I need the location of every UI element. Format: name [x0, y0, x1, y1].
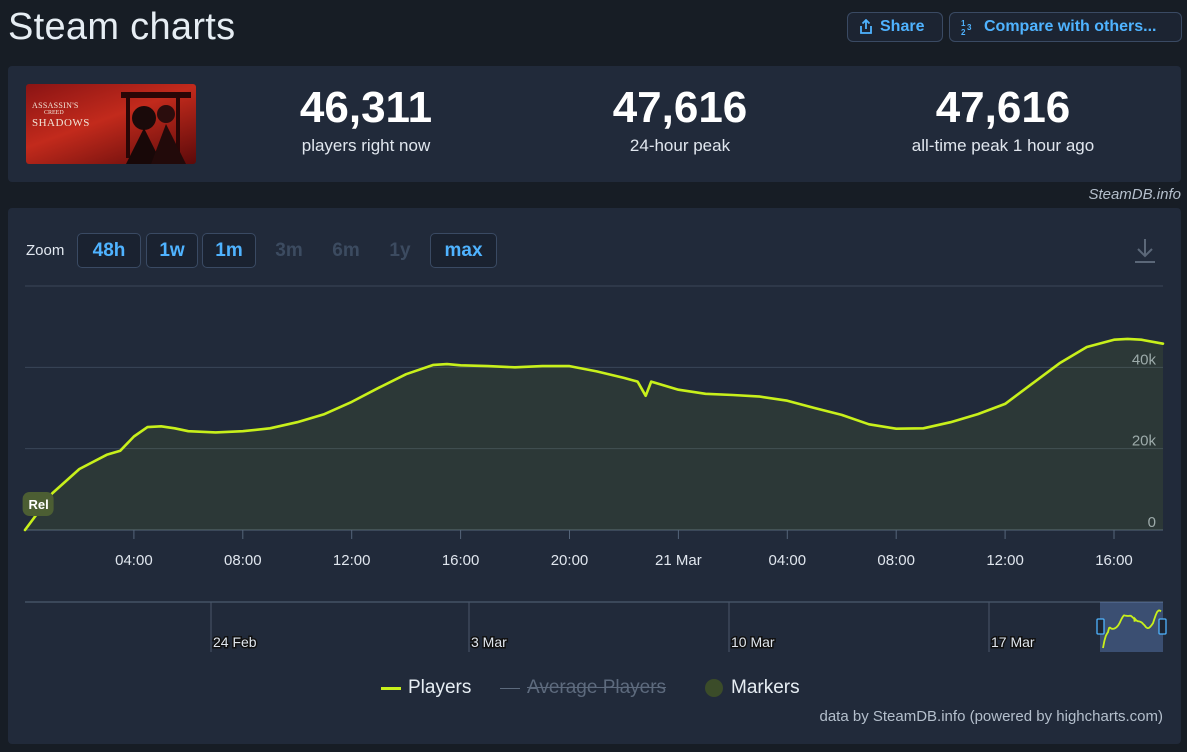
navigator-series-line [1102, 609, 1162, 649]
stats-panel: ASSASSIN'S CREED SHADOWS 46,311 players … [8, 66, 1181, 182]
navigator-label: 17 Mar [991, 634, 1035, 650]
stat-24h-peak: 47,616 24-hour peak [530, 83, 830, 156]
x-tick-label: 16:00 [442, 552, 480, 569]
player-count-chart[interactable]: 0 20k 40k 04:00 08:00 12:00 16:00 20:00 21 Mar 04… [8, 208, 1181, 668]
svg-text:2: 2 [961, 28, 966, 36]
stat-label: 24-hour peak [629, 136, 731, 156]
stat-all-time-peak: 47,616 all-time peak 1 hour ago [853, 83, 1153, 156]
navigator-label: 24 Feb [213, 634, 257, 650]
x-tick-label: 12:00 [333, 552, 371, 569]
chart-footer-credit[interactable]: data by SteamDB.info (powered by highcha… [819, 708, 1164, 725]
legend-label: Average Players [527, 677, 667, 698]
zoom-max-button[interactable]: max [430, 233, 497, 268]
stat-value: 46,311 [299, 83, 433, 132]
players-area [25, 338, 1163, 530]
average-legend-line [500, 687, 520, 689]
stat-value: 47,616 [612, 83, 748, 132]
x-tick-label: 08:00 [877, 552, 915, 569]
navigator-right-handle [1158, 618, 1167, 635]
x-tick-label: 04:00 [769, 552, 807, 569]
markers-legend-dot [705, 679, 723, 697]
navigator-label: 10 Mar [731, 634, 775, 650]
zoom-3m-button[interactable]: 3m [275, 239, 303, 261]
download-icon[interactable] [1132, 236, 1158, 266]
legend-average-players[interactable]: Average Players [500, 676, 666, 700]
zoom-1y-button[interactable]: 1y [389, 239, 411, 261]
zoom-48h-button[interactable]: 48h [77, 233, 141, 268]
cover-art [121, 92, 191, 164]
share-label: Share [880, 18, 925, 35]
legend-players[interactable]: Players [381, 676, 471, 700]
stat-value: 47,616 [935, 83, 1071, 132]
navigator-label: 3 Mar [471, 634, 507, 650]
stat-label: players right now [301, 136, 431, 156]
compare-icon: 1 3 2 [961, 19, 972, 36]
cover-logo: ASSASSIN'S CREED SHADOWS [32, 101, 90, 129]
chart-panel: Zoom 48h 1w 1m 3m 6m 1y max 0 20k 40k 04:00… [8, 208, 1181, 744]
page-title: Steam charts [8, 6, 236, 48]
zoom-1m-button[interactable]: 1m [202, 233, 256, 268]
x-tick-label: 04:00 [115, 552, 153, 569]
zoom-1w-button[interactable]: 1w [146, 233, 198, 268]
navigator-left-handle [1096, 618, 1105, 635]
players-line [23, 337, 1165, 532]
steamdb-credit[interactable]: SteamDB.info [1088, 186, 1181, 203]
zoom-6m-button[interactable]: 6m [332, 239, 360, 261]
x-tick-label: 12:00 [986, 552, 1024, 569]
x-tick-label: 20:00 [551, 552, 589, 569]
x-tick-label: 16:00 [1095, 552, 1133, 569]
y-tick-label: 40k [1132, 351, 1157, 368]
share-button[interactable]: Share [847, 12, 943, 42]
share-icon [860, 19, 872, 34]
stat-label: all-time peak 1 hour ago [911, 136, 1095, 156]
y-tick-label: 0 [1148, 514, 1156, 531]
players-legend-line [381, 686, 401, 690]
compare-label: Compare with others... [984, 18, 1157, 35]
zoom-label: Zoom [26, 242, 65, 259]
svg-text:1: 1 [961, 19, 966, 28]
game-cover-image[interactable]: ASSASSIN'S CREED SHADOWS [26, 84, 196, 164]
legend-label: Markers [731, 677, 800, 698]
compare-button[interactable]: 1 3 2 Compare with others... [949, 12, 1182, 42]
x-tick-label: 08:00 [224, 552, 262, 569]
legend-label: Players [408, 677, 472, 698]
y-tick-label: 20k [1132, 433, 1157, 450]
x-tick-label: 21 Mar [655, 552, 702, 569]
legend-markers[interactable]: Markers [705, 676, 800, 700]
release-marker [22, 492, 54, 516]
svg-text:3: 3 [967, 23, 972, 32]
stat-current-players: 46,311 players right now [216, 83, 516, 156]
release-marker-label: Rel [28, 497, 48, 512]
